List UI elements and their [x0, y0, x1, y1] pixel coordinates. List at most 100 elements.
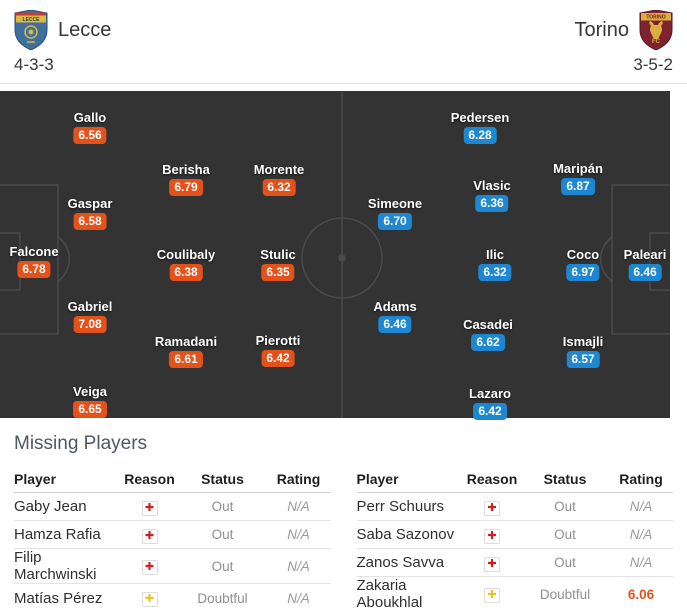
- away-missing-table: Player Reason Status Rating Perr Schuurs…: [356, 465, 674, 612]
- player-chip[interactable]: Stulic 6.35: [260, 247, 296, 281]
- away-team[interactable]: Torino TORINO FC: [575, 10, 673, 50]
- player-chip[interactable]: Veiga 6.65: [73, 384, 107, 418]
- player-chip[interactable]: Gallo 6.56: [73, 110, 107, 144]
- player-name: Pedersen: [450, 110, 510, 125]
- table-header-row: Player Reason Status Rating: [356, 465, 673, 493]
- svg-text:LECCE: LECCE: [23, 17, 41, 23]
- col-reason: Reason: [466, 470, 518, 487]
- missing-player-rating: N/A: [287, 499, 310, 514]
- col-player: Player: [356, 470, 399, 487]
- missing-player-name[interactable]: Gaby Jean: [14, 498, 87, 515]
- player-chip[interactable]: Berisha 6.79: [162, 162, 210, 196]
- table-row: Saba Sazonov ✚ Out N/A: [356, 521, 673, 549]
- missing-player-name[interactable]: Hamza Rafia: [14, 526, 101, 543]
- yellow-cross-icon: ✚: [141, 592, 158, 607]
- player-chip[interactable]: Adams 6.46: [373, 299, 417, 333]
- home-team[interactable]: LECCE Lecce: [14, 10, 111, 50]
- col-status: Status: [201, 470, 244, 487]
- missing-player-rating: N/A: [287, 527, 310, 542]
- player-rating-badge: 6.57: [566, 351, 600, 368]
- player-name: Ramadani: [154, 334, 218, 349]
- player-chip[interactable]: Ismajli 6.57: [563, 334, 603, 368]
- missing-player-status: Out: [211, 499, 234, 514]
- player-rating-badge: 6.38: [169, 264, 203, 281]
- player-name: Morente: [253, 162, 305, 177]
- col-rating: Rating: [619, 470, 663, 487]
- col-player: Player: [14, 470, 57, 487]
- player-name: Coulibaly: [156, 247, 216, 262]
- player-name: Falcone: [9, 244, 59, 259]
- missing-player-name[interactable]: Matías Pérez: [14, 589, 103, 607]
- player-chip[interactable]: Gaspar 6.58: [67, 196, 113, 230]
- player-chip[interactable]: Falcone 6.78: [9, 244, 59, 278]
- player-name: Vlasic: [473, 178, 511, 193]
- player-name: Coco: [566, 247, 600, 262]
- missing-player-name[interactable]: Zanos Savva: [356, 554, 445, 571]
- player-chip[interactable]: Simeone 6.70: [368, 196, 422, 230]
- player-rating-badge: 6.42: [473, 403, 507, 420]
- player-chip[interactable]: Lazaro 6.42: [469, 386, 511, 420]
- player-name: Maripán: [553, 161, 603, 176]
- red-cross-icon: ✚: [141, 528, 158, 544]
- missing-player-status: Out: [211, 558, 234, 574]
- table-row: Zanos Savva ✚ Out N/A: [356, 549, 673, 577]
- player-chip[interactable]: Maripán 6.87: [553, 161, 603, 195]
- player-chip[interactable]: Vlasic 6.36: [473, 178, 511, 212]
- player-chip[interactable]: Pedersen 6.28: [450, 110, 510, 144]
- red-cross-icon: ✚: [141, 500, 158, 516]
- player-rating-badge: 6.65: [73, 401, 107, 418]
- table-row: Zakaria Aboukhlal ✚ Doubtful 6.06: [357, 577, 674, 611]
- home-team-name: Lecce: [58, 18, 112, 41]
- match-header: LECCE Lecce Torino TORINO FC 4-3-3 3-5-2: [0, 0, 687, 84]
- player-name: Gaspar: [67, 196, 113, 211]
- svg-text:FC: FC: [652, 39, 661, 45]
- player-name: Gabriel: [67, 299, 113, 314]
- player-rating-badge: 6.32: [262, 179, 296, 196]
- missing-player-status: Out: [211, 527, 234, 542]
- player-chip[interactable]: Gabriel 7.08: [67, 299, 113, 333]
- player-chip[interactable]: Coco 6.97: [566, 247, 600, 281]
- table-row: Gaby Jean ✚ Out N/A: [14, 493, 331, 521]
- pitch-markings: [0, 91, 670, 418]
- player-chip[interactable]: Paleari 6.46: [623, 247, 667, 281]
- missing-player-status: Doubtful: [197, 590, 248, 606]
- red-cross-icon: ✚: [141, 560, 158, 575]
- player-name: Gallo: [73, 110, 107, 125]
- missing-player-rating: N/A: [287, 558, 310, 574]
- torino-crest-icon: TORINO FC: [639, 10, 673, 50]
- missing-player-name[interactable]: Filip Marchwinski: [14, 549, 97, 583]
- player-chip[interactable]: Pierotti 6.42: [255, 333, 301, 367]
- player-chip[interactable]: Casadei 6.62: [463, 317, 513, 351]
- player-chip[interactable]: Ilic 6.32: [478, 247, 512, 281]
- player-rating-badge: 6.78: [17, 261, 51, 278]
- player-name: Simeone: [367, 196, 423, 211]
- player-rating-badge: 6.62: [471, 334, 505, 351]
- player-name: Adams: [373, 299, 417, 314]
- missing-player-rating: N/A: [629, 555, 653, 570]
- missing-player-name[interactable]: Perr Schuurs: [356, 498, 445, 515]
- table-row: Filip Marchwinski ✚ Out N/A: [14, 549, 331, 584]
- player-rating-badge: 6.97: [566, 264, 600, 281]
- missing-player-name[interactable]: Saba Sazonov: [356, 526, 455, 543]
- missing-player-name[interactable]: Zakaria Aboukhlal: [356, 577, 423, 611]
- table-row: Hamza Rafia ✚ Out N/A: [14, 521, 331, 549]
- missing-players-title: Missing Players: [14, 433, 148, 454]
- missing-player-status: Out: [554, 499, 576, 514]
- player-rating-badge: 6.46: [378, 316, 412, 333]
- away-team-name: Torino: [574, 18, 629, 41]
- player-name: Paleari: [623, 247, 667, 262]
- missing-players-section: Missing Players Player Reason Status Rat…: [0, 433, 687, 612]
- player-name: Pierotti: [255, 333, 301, 348]
- player-chip[interactable]: Morente 6.32: [253, 162, 305, 196]
- red-cross-icon: ✚: [484, 556, 500, 572]
- player-chip[interactable]: Coulibaly 6.38: [156, 247, 216, 281]
- red-cross-icon: ✚: [484, 528, 500, 544]
- missing-player-status: Out: [554, 527, 576, 542]
- pitch: Gallo 6.56 Berisha 6.79 Morente 6.32 Gas…: [0, 91, 670, 420]
- player-name: Stulic: [260, 247, 296, 262]
- player-rating-badge: 6.28: [463, 127, 497, 144]
- player-rating-badge: 6.42: [261, 350, 295, 367]
- table-row: Matías Pérez ✚ Doubtful N/A: [14, 584, 331, 612]
- player-chip[interactable]: Ramadani 6.61: [155, 334, 217, 368]
- player-name: Ismajli: [562, 334, 604, 349]
